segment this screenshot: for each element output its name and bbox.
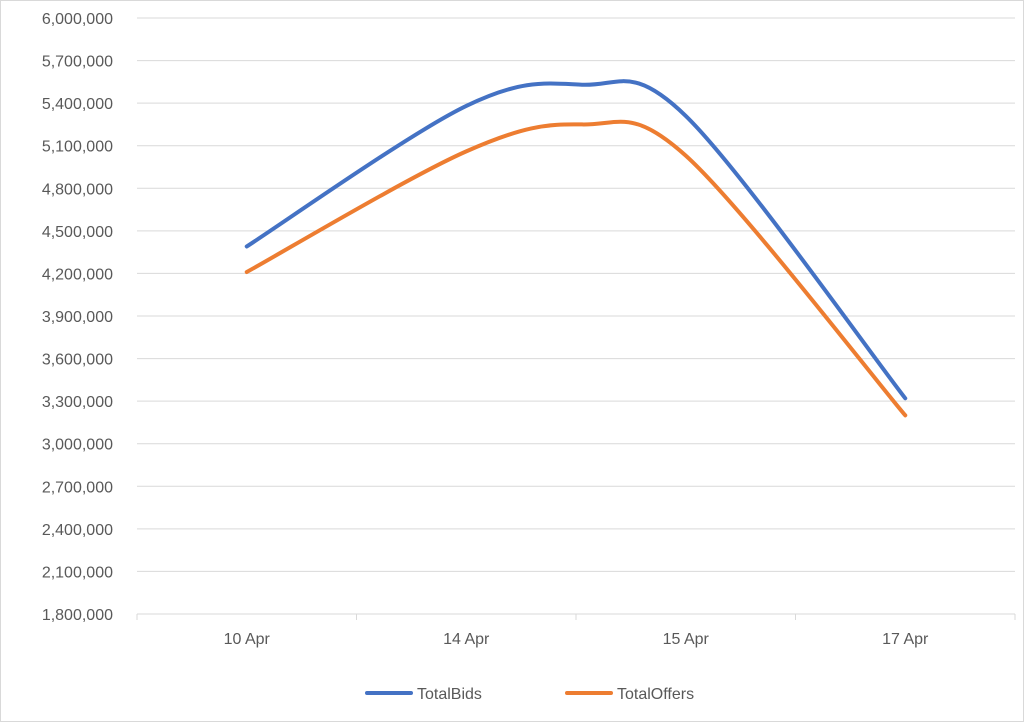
y-tick-label: 2,400,000 [42,522,113,539]
y-tick-label: 5,100,000 [42,139,113,156]
legend-entry-totalbids: TotalBids [365,686,482,703]
legend-label: TotalBids [417,686,482,703]
series-line-totalbids [244,79,908,401]
x-tick-label: 10 Apr [224,631,271,648]
x-tick-label: 14 Apr [443,631,490,648]
y-tick-label: 4,500,000 [42,224,113,241]
y-tick-label: 5,400,000 [42,96,113,113]
y-tick-label: 3,300,000 [42,394,113,411]
legend-entry-totaloffers: TotalOffers [565,686,694,703]
y-tick-label: 4,800,000 [42,181,113,198]
legend: TotalBids TotalOffers [365,686,694,703]
legend-label: TotalOffers [617,686,694,703]
y-tick-label: 2,100,000 [42,564,113,581]
series-lines [244,79,908,418]
y-tick-label: 6,000,000 [42,11,113,28]
y-tick-label: 3,900,000 [42,309,113,326]
y-tick-label: 1,800,000 [42,607,113,624]
gridlines [137,17,1015,572]
x-tick-label: 17 Apr [882,631,929,648]
series-line-totaloffers [244,119,908,418]
y-tick-label: 2,700,000 [42,479,113,496]
x-tick-label: 15 Apr [663,631,710,648]
y-tick-label: 3,600,000 [42,352,113,369]
y-tick-label: 3,000,000 [42,437,113,454]
y-tick-label: 5,700,000 [42,54,113,71]
y-axis-tick-labels: 1,800,000 2,100,000 2,400,000 2,700,000 3,00… [42,11,113,624]
y-tick-label: 4,200,000 [42,266,113,283]
x-axis: 10 Apr 14 Apr 15 Apr 17 Apr [136,613,1016,648]
